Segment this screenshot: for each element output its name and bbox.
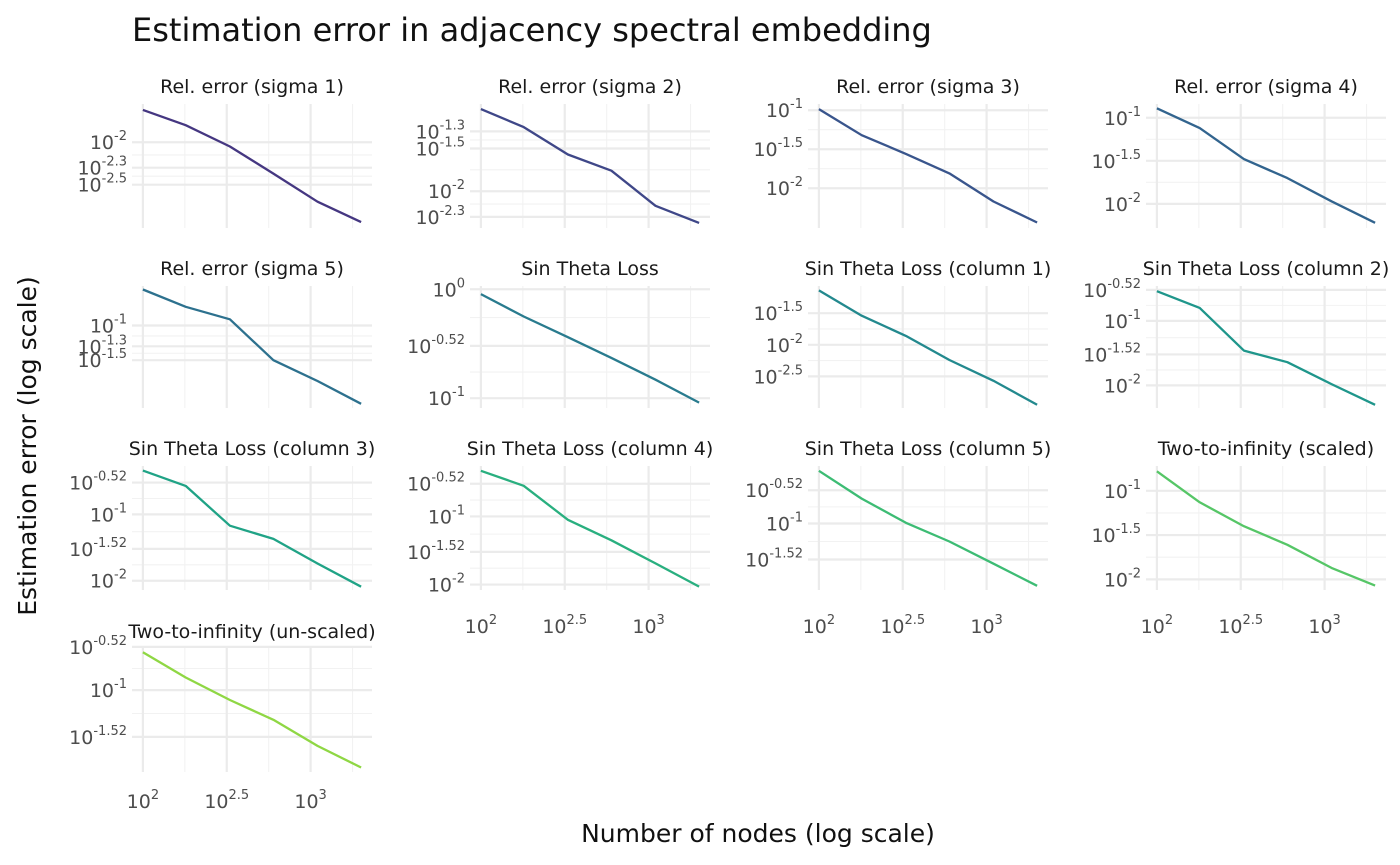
y-tick-label: 10-2.5 xyxy=(753,363,803,388)
y-tick-label: 10-2 xyxy=(1104,566,1141,591)
y-tick-label: 10-1 xyxy=(90,677,127,702)
y-tick-label: 10-0.52 xyxy=(407,471,465,496)
y-tick-label: 10-1.52 xyxy=(407,539,465,564)
panel-title: Two-to-infinity (scaled) xyxy=(1157,438,1374,460)
y-tick-label: 10-1 xyxy=(1104,308,1141,333)
y-tick-label: 10-1.5 xyxy=(77,347,127,372)
facet-panels: Rel. error (sigma 1)10-210-2.310-2.5Rel.… xyxy=(69,76,1389,813)
series-line-sin-theta-loss-column-4 xyxy=(480,469,700,588)
panel-title: Sin Theta Loss (column 5) xyxy=(805,438,1052,460)
y-tick-label: 10-1 xyxy=(766,510,803,535)
y-tick-label: 10-1.5 xyxy=(1091,148,1141,173)
panel-rel-error-sigma-2: Rel. error (sigma 2) 10-1.310-1.5 10-210-2… xyxy=(415,76,710,229)
y-tick-label: 100 xyxy=(433,276,465,301)
panel-title: Sin Theta Loss (column 3) xyxy=(129,438,376,460)
x-tick-label: 102 xyxy=(465,613,497,638)
x-tick-label: 103 xyxy=(632,613,664,638)
x-tick-label: 102.5 xyxy=(1218,613,1263,638)
y-tick-label: 10-1 xyxy=(1104,478,1141,503)
y-tick-label: 10-1.5 xyxy=(753,136,803,161)
y-tick-label: 10-1.3 xyxy=(77,333,127,358)
series-line-rel-error-sigma-1 xyxy=(142,108,362,224)
series-line-rel-error-sigma-2 xyxy=(480,108,700,224)
y-tick-label: 10-1 xyxy=(428,385,465,410)
y-tick-label: 10-1 xyxy=(90,501,127,526)
series-line-rel-error-sigma-3 xyxy=(818,108,1038,224)
panel-title: Sin Theta Loss (column 1) xyxy=(805,258,1052,280)
y-tick-label: 10-1.52 xyxy=(69,724,127,749)
panel-title: Sin Theta Loss (column 4) xyxy=(467,438,714,460)
panel-sin-theta-loss-column-2: Sin Theta Loss (column 2)10-0.52 10-1 10-1… xyxy=(1083,258,1389,408)
y-tick-label: 10-0.52 xyxy=(69,470,127,495)
series-line-sin-theta-loss-column-5 xyxy=(818,469,1038,587)
panel-sin-theta-loss-column-3: Sin Theta Loss (column 3)10-0.52 10-1 10-1… xyxy=(69,438,375,593)
y-tick-label: 10-1.5 xyxy=(415,135,465,160)
panel-title: Two-to-infinity (un-scaled) xyxy=(127,621,375,643)
y-tick-label: 10-1 xyxy=(428,503,465,528)
panel-title: Rel. error (sigma 4) xyxy=(1174,76,1358,98)
x-tick-label: 102.5 xyxy=(204,788,249,813)
y-tick-label: 10-2 xyxy=(90,568,127,593)
series-line-two-to-infinity-un-scaled xyxy=(142,651,362,769)
panel-sin-theta-loss: Sin Theta Loss 100 10-0.52 10-1 xyxy=(407,258,710,410)
y-tick-label: 10-2.5 xyxy=(77,172,127,197)
y-tick-label: 10-2.3 xyxy=(415,204,465,229)
y-tick-label: 10-2.3 xyxy=(77,155,127,180)
y-tick-label: 10-2 xyxy=(766,332,803,357)
y-tick-label: 10-0.52 xyxy=(407,333,465,358)
panel-sin-theta-loss-column-4: Sin Theta Loss (column 4)10-0.52 10-1 10-1… xyxy=(407,438,713,638)
y-tick-label: 10-2 xyxy=(428,178,465,203)
y-tick-label: 10-2 xyxy=(1104,191,1141,216)
panel-rel-error-sigma-1: Rel. error (sigma 1) 10-210-2.310-2.5 xyxy=(77,76,372,228)
panel-rel-error-sigma-5: Rel. error (sigma 5) 10-110-1.310-1.5 xyxy=(77,258,372,408)
y-tick-label: 10-1.5 xyxy=(1091,522,1141,547)
x-tick-label: 102.5 xyxy=(542,613,587,638)
x-tick-label: 102 xyxy=(803,613,835,638)
series-line-sin-theta-loss-column-3 xyxy=(142,469,362,588)
y-axis-title: Estimation error (log scale) xyxy=(13,276,42,616)
x-axis-title: Number of nodes (log scale) xyxy=(581,819,935,848)
y-tick-label: 10-1 xyxy=(1104,105,1141,130)
series-line-sin-theta-loss xyxy=(480,293,700,404)
y-tick-label: 10-1.52 xyxy=(1083,341,1141,366)
panel-rel-error-sigma-3: Rel. error (sigma 3) 10-1 10-1.5 10-2 xyxy=(753,76,1048,228)
series-line-sin-theta-loss-column-1 xyxy=(818,289,1038,406)
y-tick-label: 10-0.52 xyxy=(745,477,803,502)
panel-title: Rel. error (sigma 3) xyxy=(836,76,1020,98)
series-line-sin-theta-loss-column-2 xyxy=(1156,290,1376,406)
chart-title: Estimation error in adjacency spectral e… xyxy=(132,11,932,49)
x-tick-label: 102 xyxy=(1141,613,1173,638)
panel-sin-theta-loss-column-5: Sin Theta Loss (column 5)10-0.52 10-1 10-1… xyxy=(745,438,1051,638)
y-tick-label: 10-2 xyxy=(766,175,803,200)
panel-title: Rel. error (sigma 5) xyxy=(160,258,344,280)
panel-title: Sin Theta Loss (column 2) xyxy=(1143,258,1390,280)
panel-title: Rel. error (sigma 1) xyxy=(160,76,344,98)
y-tick-label: 10-0.52 xyxy=(1083,277,1141,302)
y-tick-label: 10-1.52 xyxy=(745,547,803,572)
y-tick-label: 10-0.52 xyxy=(69,634,127,659)
series-line-two-to-infinity-scaled xyxy=(1156,470,1376,587)
y-tick-label: 10-1 xyxy=(766,97,803,122)
panel-two-to-infinity-un-scaled: Two-to-infinity (un-scaled)10-0.52 10-1 10… xyxy=(69,621,375,813)
panel-title: Sin Theta Loss xyxy=(521,258,659,280)
y-tick-label: 10-2 xyxy=(428,572,465,597)
panel-rel-error-sigma-4: Rel. error (sigma 4) 10-1 10-1.5 10-2 xyxy=(1091,76,1386,228)
y-tick-label: 10-2 xyxy=(90,129,127,154)
y-tick-label: 10-1.5 xyxy=(753,300,803,325)
y-tick-label: 10-1 xyxy=(90,313,127,338)
x-tick-label: 103 xyxy=(1308,613,1340,638)
y-tick-label: 10-1.3 xyxy=(415,118,465,143)
x-tick-label: 103 xyxy=(970,613,1002,638)
x-tick-label: 102 xyxy=(127,788,159,813)
y-tick-label: 10-1.52 xyxy=(69,536,127,561)
panel-title: Rel. error (sigma 2) xyxy=(498,76,682,98)
y-tick-label: 10-2 xyxy=(1104,372,1141,397)
x-tick-label: 103 xyxy=(294,788,326,813)
panel-two-to-infinity-scaled: Two-to-infinity (scaled)10-110-1.510-210… xyxy=(1091,438,1386,638)
series-line-rel-error-sigma-4 xyxy=(1156,107,1376,224)
panel-sin-theta-loss-column-1: Sin Theta Loss (column 1)10-1.5 10-2 10-2.… xyxy=(753,258,1051,408)
x-tick-label: 102.5 xyxy=(880,613,925,638)
series-line-rel-error-sigma-5 xyxy=(142,288,362,405)
